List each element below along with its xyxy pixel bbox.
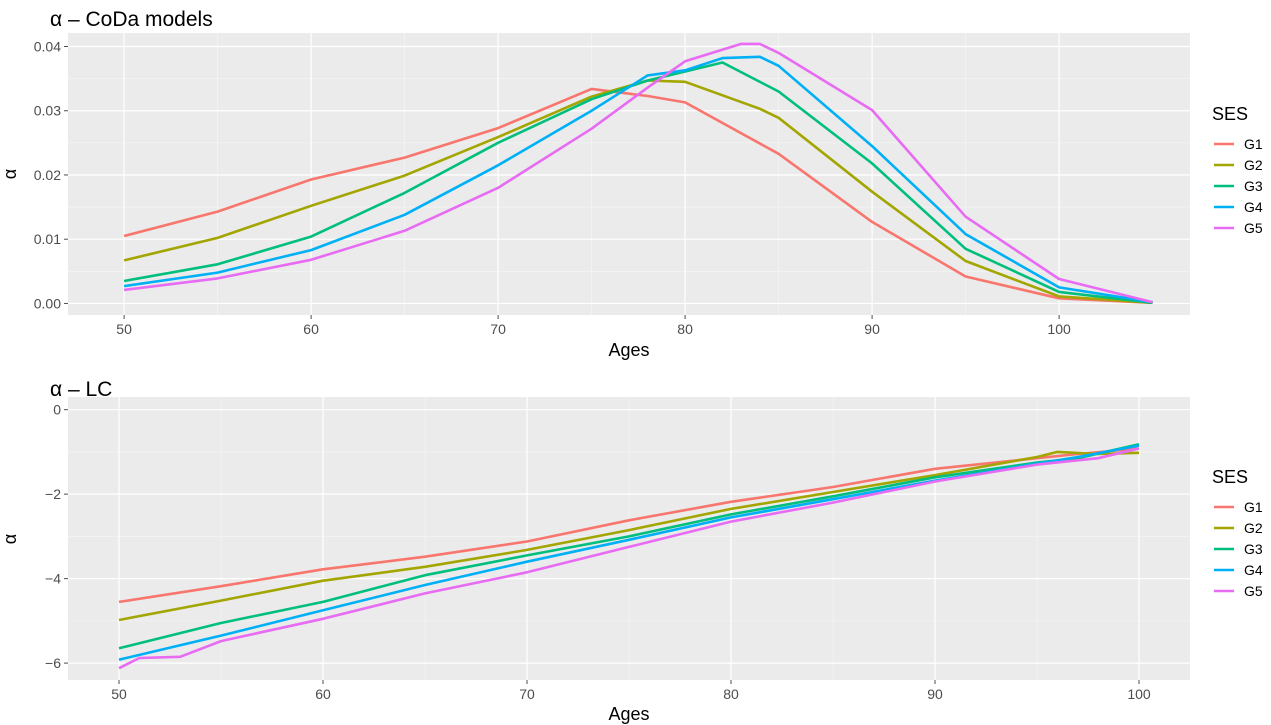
chart-title: α – LC <box>50 378 112 401</box>
y-axis-ticks: 0 −2 −4 −6 <box>45 402 68 671</box>
x-tick-label: 70 <box>490 321 506 337</box>
y-axis-ticks: 0.00 0.01 0.02 0.03 0.04 <box>34 38 68 311</box>
y-tick-label: 0.00 <box>34 295 61 311</box>
x-axis-label: Ages <box>608 340 649 360</box>
series-line-g5 <box>118 447 1140 670</box>
legend-label-g1: G1 <box>1244 499 1263 515</box>
legend: SES G1 G2 G3 G4 G5 <box>1212 104 1263 236</box>
x-tick-label: 50 <box>111 686 127 702</box>
legend-label-g2: G2 <box>1244 520 1263 536</box>
coda-models-chart: α – CoDa models 0.00 0.01 0.02 0.03 0.04 50 6… <box>0 8 1263 360</box>
series-lines <box>123 42 1153 305</box>
lc-chart: α – LC 0 −2 −4 −6 50 60 70 80 90 100 Ages α SES G… <box>0 378 1263 724</box>
y-axis-label: α <box>0 534 20 544</box>
series-line-g1 <box>118 447 1140 604</box>
legend-label-g5: G5 <box>1244 583 1263 599</box>
x-tick-label: 80 <box>677 321 693 337</box>
y-tick-label: 0 <box>53 402 61 418</box>
x-tick-label: 100 <box>1127 686 1151 702</box>
y-tick-label: 0.03 <box>34 103 61 119</box>
x-tick-label: 70 <box>519 686 535 702</box>
series-lines <box>118 443 1140 670</box>
y-tick-label: −6 <box>45 655 61 671</box>
plot-panel <box>68 33 1190 315</box>
y-tick-label: −2 <box>45 486 61 502</box>
legend-label-g4: G4 <box>1244 199 1263 215</box>
legend-label-g4: G4 <box>1244 562 1263 578</box>
y-tick-label: 0.04 <box>34 38 61 54</box>
y-axis-label: α <box>0 169 20 179</box>
y-tick-label: 0.01 <box>34 231 61 247</box>
legend-label-g5: G5 <box>1244 220 1263 236</box>
chart-title: α – CoDa models <box>50 8 213 31</box>
x-tick-label: 90 <box>864 321 880 337</box>
legend-title: SES <box>1212 104 1248 124</box>
y-tick-label: −4 <box>45 571 61 587</box>
legend: SES G1 G2 G3 G4 G5 <box>1212 467 1263 599</box>
x-axis-label: Ages <box>608 704 649 724</box>
legend-label-g1: G1 <box>1244 136 1263 152</box>
x-tick-label: 100 <box>1047 321 1071 337</box>
legend-label-g3: G3 <box>1244 541 1263 557</box>
x-tick-label: 80 <box>723 686 739 702</box>
legend-title: SES <box>1212 467 1248 487</box>
x-tick-label: 60 <box>303 321 319 337</box>
x-tick-label: 90 <box>927 686 943 702</box>
y-tick-label: 0.02 <box>34 167 61 183</box>
legend-label-g2: G2 <box>1244 157 1263 173</box>
gridlines <box>68 397 1190 680</box>
series-line-g4 <box>123 55 1153 304</box>
x-tick-label: 60 <box>315 686 331 702</box>
x-tick-label: 50 <box>116 321 132 337</box>
series-line-g5 <box>123 42 1153 304</box>
series-line-g2 <box>118 450 1140 622</box>
legend-label-g3: G3 <box>1244 178 1263 194</box>
x-axis-ticks: 50 60 70 80 90 100 <box>111 680 1151 702</box>
x-axis-ticks: 50 60 70 80 90 100 <box>116 315 1071 337</box>
series-line-g1 <box>123 87 1153 305</box>
series-line-g2 <box>123 79 1153 305</box>
